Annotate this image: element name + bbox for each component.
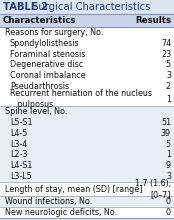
Text: 1.7 (1.6),
[0–7]: 1.7 (1.6), [0–7] [135, 179, 171, 199]
Text: 0: 0 [166, 208, 171, 217]
Bar [0, 49, 174, 59]
Bar [0, 70, 174, 81]
Text: Length of stay, mean (SD) [range]: Length of stay, mean (SD) [range] [5, 185, 143, 194]
Text: Characteristics: Characteristics [3, 16, 77, 25]
Text: 0: 0 [166, 197, 171, 206]
Text: TABLE 2: TABLE 2 [3, 2, 48, 12]
Bar [0, 139, 174, 150]
Bar [0, 128, 174, 139]
Text: Surgical Characteristics: Surgical Characteristics [29, 2, 151, 12]
Bar [0, 207, 174, 218]
Bar [0, 59, 174, 70]
Text: L5-S1: L5-S1 [10, 118, 33, 127]
Text: Pseudarthrosis: Pseudarthrosis [10, 82, 69, 91]
Text: L3-L5: L3-L5 [10, 172, 32, 181]
Text: Recurrent herniation of the nucleus
   pulposus: Recurrent herniation of the nucleus pulp… [10, 89, 152, 109]
Text: New neurologic deficits, No.: New neurologic deficits, No. [5, 208, 117, 217]
Text: 2: 2 [166, 82, 171, 91]
Text: Results: Results [135, 16, 171, 25]
Text: 39: 39 [161, 129, 171, 138]
Text: 51: 51 [161, 118, 171, 127]
Bar [0, 27, 174, 38]
Text: 23: 23 [161, 50, 171, 59]
Text: L4-5: L4-5 [10, 129, 27, 138]
Text: 3: 3 [166, 172, 171, 181]
Bar [0, 92, 174, 106]
Text: 9: 9 [166, 161, 171, 170]
Text: Coronal imbalance: Coronal imbalance [10, 71, 86, 80]
Text: Spondylolisthesis: Spondylolisthesis [10, 39, 80, 48]
Text: L2-3: L2-3 [10, 150, 27, 160]
Text: L3-4: L3-4 [10, 140, 27, 149]
Text: 74: 74 [161, 39, 171, 48]
Bar [0, 196, 174, 207]
Bar [0, 171, 174, 182]
Text: 5: 5 [166, 140, 171, 149]
Text: Foraminal stenosis: Foraminal stenosis [10, 50, 85, 59]
Bar [0, 160, 174, 171]
Text: Wound infections, No.: Wound infections, No. [5, 197, 92, 206]
Bar [0, 182, 174, 196]
Text: 1: 1 [166, 95, 171, 104]
Text: L4-S1: L4-S1 [10, 161, 32, 170]
Bar [0, 106, 174, 117]
Text: Spine level, No.: Spine level, No. [5, 107, 67, 116]
Bar [0, 38, 174, 49]
Text: 3: 3 [166, 71, 171, 80]
Bar [0, 81, 174, 92]
Bar [0, 14, 174, 27]
Bar [0, 117, 174, 128]
Text: 5: 5 [166, 60, 171, 69]
Bar [0, 150, 174, 160]
Text: Reasons for surgery, No.: Reasons for surgery, No. [5, 28, 103, 37]
Bar [0, 0, 174, 14]
Text: Degenerative disc: Degenerative disc [10, 60, 83, 69]
Text: 1: 1 [166, 150, 171, 160]
